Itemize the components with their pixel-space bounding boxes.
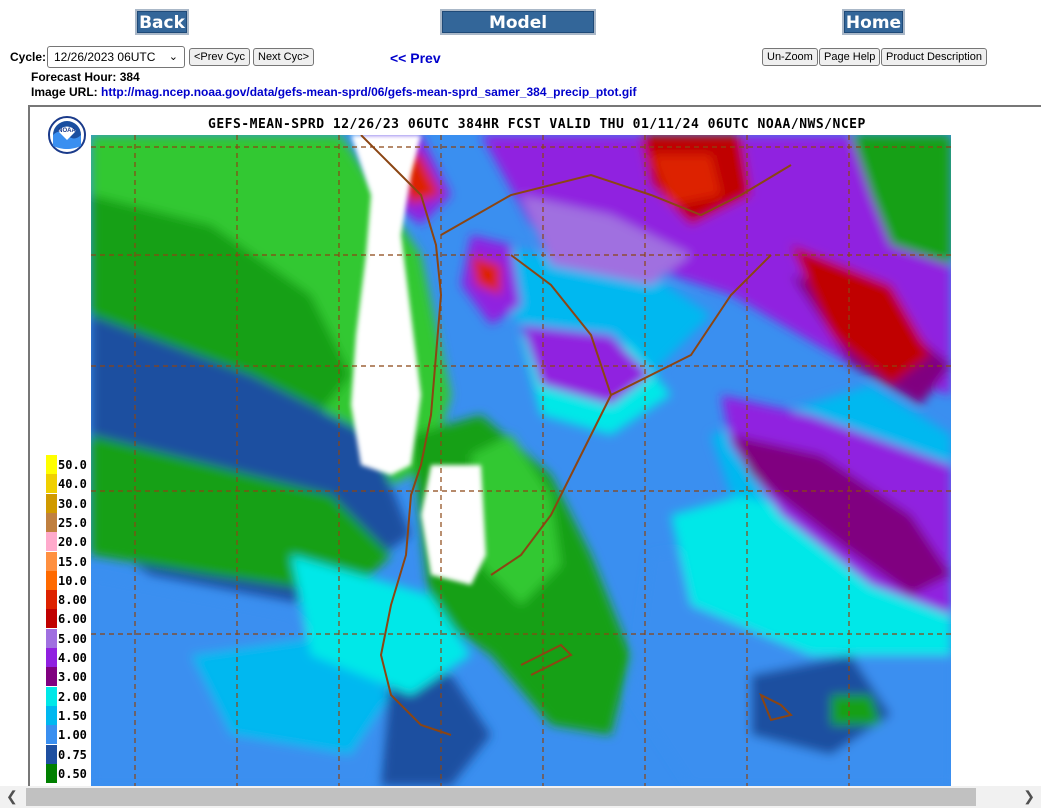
legend-entry: 25.0 bbox=[46, 512, 96, 532]
noaa-logo-text: NOAA bbox=[58, 128, 76, 134]
legend-swatch bbox=[46, 455, 57, 474]
precipitation-map[interactable] bbox=[91, 135, 951, 786]
legend-label: 5.00 bbox=[58, 631, 87, 646]
legend-entry: 0.50 bbox=[46, 763, 96, 783]
legend-label: 50.0 bbox=[58, 458, 87, 472]
legend-label: 4.00 bbox=[58, 651, 87, 665]
scroll-right-icon[interactable]: ❯ bbox=[1023, 788, 1035, 804]
legend-swatch bbox=[46, 551, 57, 571]
unzoom-button[interactable]: Un-Zoom bbox=[762, 48, 818, 66]
image-url-label: Image URL: bbox=[31, 85, 98, 99]
legend-entry: 3.00 bbox=[46, 667, 96, 687]
legend-entry: 5.00 bbox=[46, 628, 96, 648]
legend-swatch bbox=[46, 590, 57, 610]
legend-entry: 40.0 bbox=[46, 474, 96, 494]
legend-entry: 50.0 bbox=[46, 455, 96, 474]
legend-entry: 1.50 bbox=[46, 705, 96, 725]
legend-swatch bbox=[46, 609, 57, 629]
legend-label: 2.00 bbox=[58, 689, 87, 704]
image-url-line: Image URL: http://mag.ncep.noaa.gov/data… bbox=[31, 85, 637, 99]
forecast-hour-label: Forecast Hour: bbox=[31, 70, 117, 84]
legend-label: 0.75 bbox=[58, 747, 87, 762]
legend-label: 15.0 bbox=[58, 554, 87, 569]
legend-swatch bbox=[46, 648, 57, 667]
product-description-button[interactable]: Product Description bbox=[881, 48, 987, 66]
legend-entry: 4.00 bbox=[46, 648, 96, 667]
horizontal-scrollbar[interactable]: ❮ ❯ bbox=[0, 786, 1041, 808]
legend-label: 0.50 bbox=[58, 766, 87, 781]
noaa-logo-icon: NOAA bbox=[48, 116, 86, 154]
legend-label: 10.0 bbox=[58, 573, 87, 588]
legend-swatch bbox=[46, 474, 57, 494]
legend-label: 1.00 bbox=[58, 728, 87, 743]
legend-label: 40.0 bbox=[58, 477, 87, 492]
legend-label: 20.0 bbox=[58, 535, 87, 550]
cycle-label: Cycle: bbox=[10, 50, 47, 64]
cycle-select[interactable]: 12/26/2023 06UTC ⌄ bbox=[47, 46, 185, 68]
legend-swatch bbox=[46, 493, 57, 513]
image-url-link[interactable]: http://mag.ncep.noaa.gov/data/gefs-mean-… bbox=[101, 85, 637, 99]
legend-swatch bbox=[46, 686, 57, 706]
legend-swatch bbox=[46, 667, 57, 687]
back-button[interactable]: Back bbox=[135, 9, 189, 35]
legend-swatch bbox=[46, 744, 57, 764]
legend-entry: 15.0 bbox=[46, 551, 96, 571]
map-title: GEFS-MEAN-SPRD 12/26/23 06UTC 384HR FCST… bbox=[208, 117, 866, 132]
legend-entry: 10.0 bbox=[46, 570, 96, 590]
legend-entry: 8.00 bbox=[46, 590, 96, 610]
chevron-down-icon: ⌄ bbox=[168, 51, 178, 63]
legend-swatch bbox=[46, 512, 57, 532]
legend-swatch bbox=[46, 628, 57, 648]
legend-entry: 20.0 bbox=[46, 532, 96, 552]
legend-swatch bbox=[46, 532, 57, 552]
prev-cycle-button[interactable]: <Prev Cyc bbox=[189, 48, 251, 66]
forecast-hour-value: 384 bbox=[119, 70, 140, 84]
legend-swatch bbox=[46, 705, 57, 725]
prev-link[interactable]: << Prev bbox=[390, 50, 441, 66]
legend-entry: 1.00 bbox=[46, 725, 96, 745]
next-cycle-button[interactable]: Next Cyc> bbox=[253, 48, 315, 66]
legend-entry: 6.00 bbox=[46, 609, 96, 629]
legend-entry: 30.0 bbox=[46, 493, 96, 513]
legend-entry: 2.00 bbox=[46, 686, 96, 706]
legend-label: 30.0 bbox=[58, 496, 87, 511]
legend-label: 3.00 bbox=[58, 670, 87, 685]
scroll-left-icon[interactable]: ❮ bbox=[6, 788, 18, 804]
page-help-button[interactable]: Page Help bbox=[819, 48, 881, 66]
legend-swatch bbox=[46, 570, 57, 590]
model-guidance-button[interactable]: Model Guidance bbox=[440, 9, 596, 57]
legend-entry: 0.75 bbox=[46, 744, 96, 764]
legend-swatch bbox=[46, 725, 57, 745]
cycle-select-value: 12/26/2023 06UTC bbox=[54, 50, 156, 64]
legend-label: 25.0 bbox=[58, 515, 87, 530]
scrollbar-thumb[interactable] bbox=[26, 788, 976, 806]
legend-label: 1.50 bbox=[58, 708, 87, 723]
legend-label: 6.00 bbox=[58, 612, 87, 627]
forecast-hour: Forecast Hour: 384 bbox=[31, 70, 140, 84]
home-button[interactable]: Home bbox=[842, 9, 905, 35]
legend-swatch bbox=[46, 763, 57, 783]
legend-label: 8.00 bbox=[58, 593, 87, 608]
